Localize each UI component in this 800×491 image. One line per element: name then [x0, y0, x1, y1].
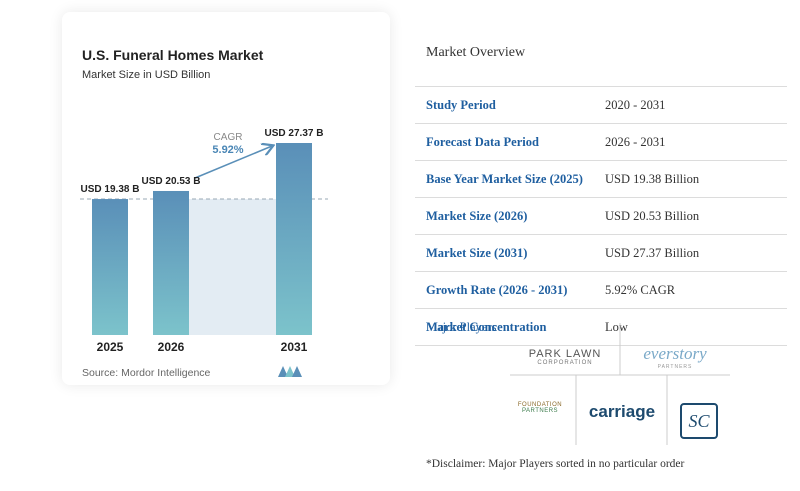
bar: [276, 143, 312, 335]
players-title: Major Players: [426, 320, 497, 334]
value-label: USD 27.37 B: [265, 128, 324, 139]
value-label: USD 19.38 B: [81, 184, 140, 195]
row-label: Forecast Data Period: [415, 123, 594, 161]
overview-row: Market Size (2026) USD 20.53 Billion: [415, 197, 787, 235]
row-label: Market Size (2031): [415, 234, 594, 272]
cagr-arrow: [194, 146, 272, 179]
logo-sub: PARTNERS: [521, 408, 559, 414]
row-label: Market Concentration: [415, 308, 594, 346]
x-tick-label: 2025: [97, 340, 124, 354]
row-value: 5.92% CAGR: [594, 271, 787, 309]
x-tick-label: 2031: [281, 340, 308, 354]
shade: [189, 199, 276, 335]
bar: [153, 190, 189, 335]
overview-row: Forecast Data Period 2026 - 2031: [415, 123, 787, 161]
mi-logo: [278, 366, 302, 377]
overview-table: Study Period 2020 - 2031 Forecast Data Per…: [415, 86, 787, 346]
logo-sub: CORPORATION: [537, 360, 593, 366]
overview-title: Market Overview: [426, 45, 526, 60]
overview-row: Market Size (2031) USD 27.37 Billion: [415, 234, 787, 272]
logo-name: PARK LAWN: [528, 348, 602, 360]
row-value: USD 20.53 Billion: [594, 197, 787, 235]
logo-name: everstory: [643, 344, 707, 363]
overview-row: Growth Rate (2026 - 2031) 5.92% CAGR: [415, 271, 787, 309]
row-value: Low: [594, 308, 787, 346]
logo-sub: PARTNERS: [657, 364, 693, 370]
row-label: Base Year Market Size (2025): [415, 160, 594, 198]
row-value: USD 19.38 Billion: [594, 160, 787, 198]
logo-name: carriage: [588, 402, 656, 421]
overview-row: Study Period 2020 - 2031: [415, 86, 787, 124]
disclaimer: *Disclaimer: Major Players sorted in no …: [426, 458, 685, 470]
logo-name: FOUNDATION: [517, 402, 563, 408]
chart-title: U.S. Funeral Homes Market: [82, 47, 264, 63]
chart: U.S. Funeral Homes Market Market Size in…: [80, 47, 328, 379]
row-label: Growth Rate (2026 - 2031): [415, 271, 594, 309]
row-label: Study Period: [415, 86, 594, 124]
logo: PARK LAWN CORPORATION: [515, 348, 615, 366]
row-value: USD 27.37 Billion: [594, 234, 787, 272]
overview-row: Base Year Market Size (2025) USD 19.38 Bi…: [415, 160, 787, 198]
overview-row: Market Concentration Low: [415, 308, 787, 346]
cagr-label: CAGR: [214, 132, 243, 143]
logo: FOUNDATION PARTNERS: [510, 402, 570, 414]
logo-name: SC: [688, 411, 710, 431]
logo: SC: [680, 403, 718, 439]
chart-subtitle: Market Size in USD Billion: [82, 69, 210, 81]
row-value: 2026 - 2031: [594, 123, 787, 161]
bar: [92, 199, 128, 335]
row-value: 2020 - 2031: [594, 86, 787, 124]
row-label: Market Size (2026): [415, 197, 594, 235]
cagr-value: 5.92%: [212, 144, 243, 156]
source: Source: Mordor Intelligence: [82, 367, 211, 379]
value-label: USD 20.53 B: [142, 176, 201, 187]
x-tick-label: 2026: [158, 340, 185, 354]
logo: carriage: [580, 402, 664, 422]
logo: everstory PARTNERS: [630, 344, 720, 370]
